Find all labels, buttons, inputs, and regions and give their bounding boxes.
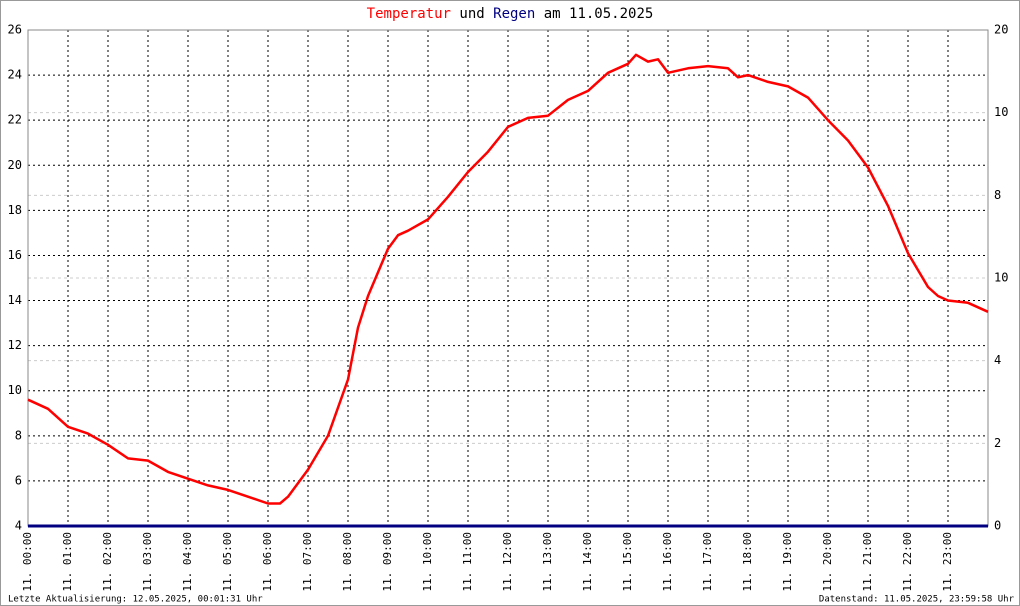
x-tick-label: 11. 14:00	[581, 532, 594, 592]
x-tick-label: 11. 19:00	[781, 532, 794, 592]
title-und: und	[459, 6, 484, 22]
x-tick-label: 11. 02:00	[101, 532, 114, 592]
x-tick-label: 11. 16:00	[661, 532, 674, 592]
y2-tick-label: 10	[994, 105, 1008, 119]
x-tick-label: 11. 13:00	[541, 532, 554, 592]
x-tick-label: 11. 00:00	[21, 532, 34, 592]
y2-tick-label: 4	[994, 353, 1001, 367]
title-date: am 11.05.2025	[544, 6, 654, 22]
y-tick-label: 24	[8, 68, 22, 82]
y2-tick-label: 0	[994, 519, 1001, 533]
series-line	[27, 53, 989, 505]
x-tick-label: 11. 05:00	[221, 532, 234, 592]
title-regen: Regen	[493, 6, 535, 22]
x-tick-label: 11. 04:00	[181, 532, 194, 592]
y2-tick-label: 8	[994, 188, 1001, 202]
footer-left: Letzte Aktualisierung: 12.05.2025, 00:01…	[8, 595, 263, 605]
y-tick-label: 16	[8, 248, 22, 262]
x-tick-label: 11. 07:00	[301, 532, 314, 592]
y-tick-label: 4	[15, 519, 22, 533]
x-tick-label: 11. 23:00	[941, 532, 954, 592]
x-tick-label: 11. 01:00	[61, 532, 74, 592]
x-tick-label: 11. 20:00	[821, 532, 834, 592]
x-tick-label: 11. 11:00	[461, 532, 474, 592]
y-tick-label: 26	[8, 23, 22, 37]
title-temp: Temperatur	[367, 6, 451, 22]
x-tick-label: 11. 21:00	[861, 532, 874, 592]
x-tick-label: 11. 06:00	[261, 532, 274, 592]
x-tick-label: 11. 17:00	[701, 532, 714, 592]
chart-title: Temperatur und Regen am 11.05.2025	[367, 6, 654, 22]
x-tick-label: 11. 08:00	[341, 532, 354, 592]
x-tick-label: 11. 18:00	[741, 532, 754, 592]
y-tick-label: 10	[8, 383, 22, 397]
y2-tick-label: 20	[994, 23, 1008, 37]
x-tick-label: 11. 10:00	[421, 532, 434, 592]
x-tick-label: 11. 22:00	[901, 532, 914, 592]
x-tick-label: 11. 03:00	[141, 532, 154, 592]
y-tick-label: 6	[15, 473, 22, 487]
y-tick-label: 12	[8, 338, 22, 352]
x-tick-label: 11. 12:00	[501, 532, 514, 592]
y2-tick-label: 10	[994, 271, 1008, 285]
x-tick-label: 11. 09:00	[381, 532, 394, 592]
y-tick-label: 8	[15, 428, 22, 442]
x-tick-label: 11. 15:00	[621, 532, 634, 592]
footer-right: Datenstand: 11.05.2025, 23:59:58 Uhr	[819, 595, 1015, 605]
y2-tick-label: 2	[994, 436, 1001, 450]
y-tick-label: 18	[8, 203, 22, 217]
y-tick-label: 22	[8, 113, 22, 127]
y-tick-label: 14	[8, 293, 22, 307]
y-tick-label: 20	[8, 158, 22, 172]
